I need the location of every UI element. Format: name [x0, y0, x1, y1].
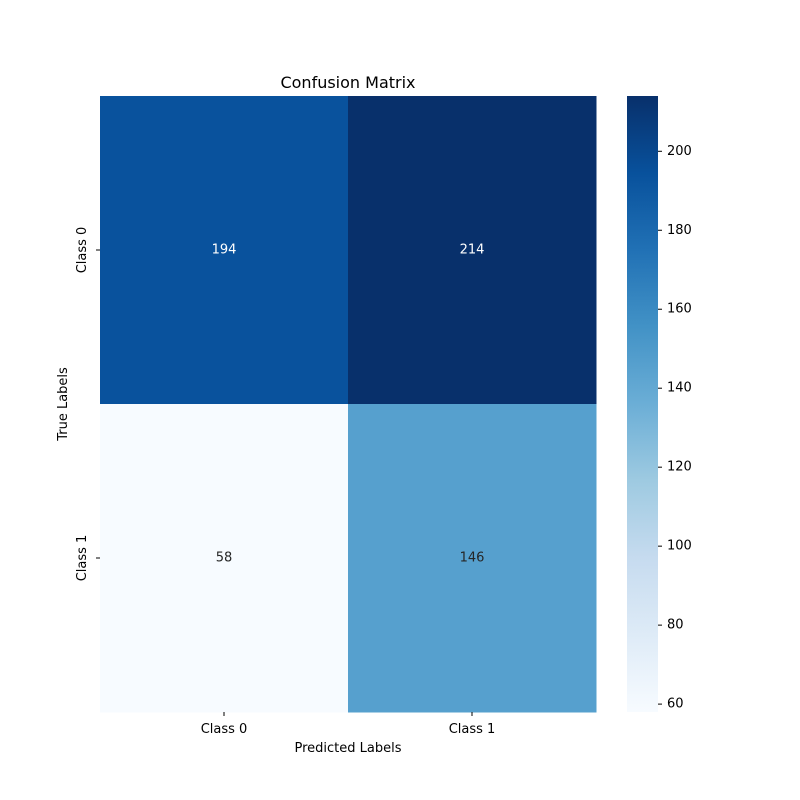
colorbar-tick-label-3: 120: [667, 460, 692, 475]
y-axis-label: True Labels: [56, 367, 71, 442]
x-tick-label-1: Class 1: [449, 722, 496, 737]
x-tick-label-0: Class 0: [201, 722, 248, 737]
chart-title: Confusion Matrix: [280, 73, 415, 92]
cell-value-label-r0-c1: 214: [460, 243, 485, 258]
x-axis-ticks: Class 0 Class 1: [201, 712, 496, 737]
colorbar-ticks: 60 80 100 120 140 160 180 200: [658, 144, 692, 712]
cell-value-label-r1-c0: 58: [216, 551, 233, 566]
cell-value-label-r1-c1: 146: [460, 551, 485, 566]
colorbar-tick-label-5: 160: [667, 302, 692, 317]
colorbar-tick-label-0: 60: [667, 697, 684, 712]
heatmap-cell-r1-c0: [100, 404, 349, 713]
heatmap-cell-labels: 194 214 58 146: [212, 243, 485, 566]
colorbar-tick-label-7: 200: [667, 144, 692, 159]
heatmap-cells: [100, 96, 597, 713]
colorbar: [627, 96, 658, 712]
y-tick-label-1: Class 1: [75, 535, 90, 582]
cell-value-label-r0-c0: 194: [212, 243, 237, 258]
heatmap-cell-r1-c1: [348, 404, 597, 713]
x-axis-label: Predicted Labels: [294, 741, 401, 756]
y-axis-ticks: Class 0 Class 1: [75, 227, 100, 582]
colorbar-tick-label-2: 100: [667, 539, 692, 554]
colorbar-tick-label-1: 80: [667, 618, 684, 633]
heatmap-cell-r0-c1: [348, 96, 597, 405]
heatmap-cell-r0-c0: [100, 96, 349, 405]
colorbar-tick-label-4: 140: [667, 381, 692, 396]
y-tick-label-0: Class 0: [75, 227, 90, 274]
colorbar-tick-label-6: 180: [667, 223, 692, 238]
